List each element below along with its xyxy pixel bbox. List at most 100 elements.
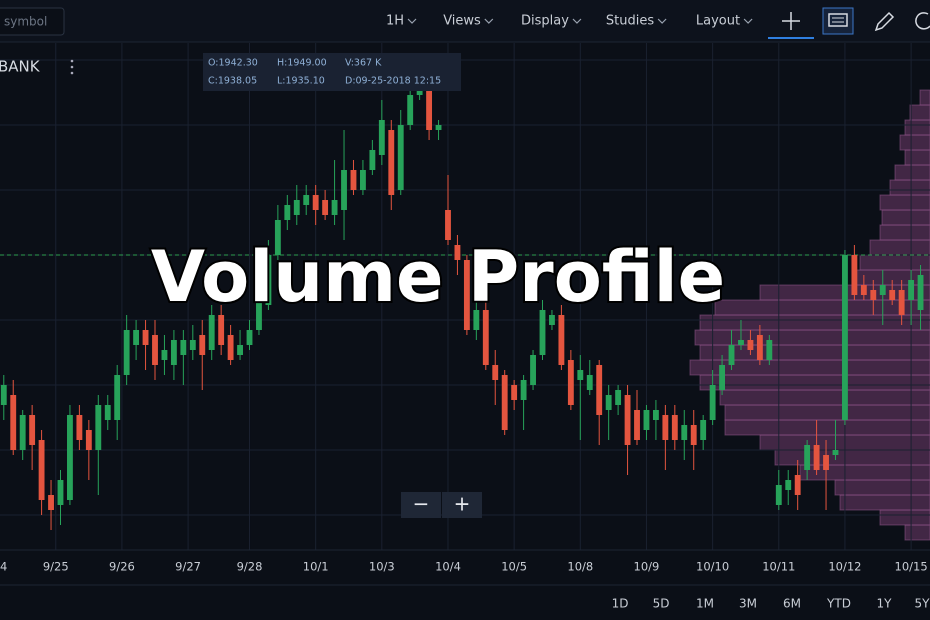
profile-bar [694,329,930,346]
candle-body [908,280,915,300]
menus: 1H Views Display Studies Layout [386,14,753,29]
zoom-in[interactable] [442,492,482,518]
candle-body [104,405,111,420]
menu-chevron [743,18,753,24]
quote-low: L:1935.10 [277,76,325,87]
menu-chevron [657,18,667,24]
candle-body [388,130,395,195]
quote-date: D:09-25-2018 12:15 [345,76,441,87]
range-button[interactable]: 1M [696,597,714,611]
candle-body [67,415,73,500]
candle-body [842,255,848,420]
candle-body [898,290,905,315]
candle-body [823,455,829,470]
crosshair-button[interactable] [768,12,814,39]
candle-body [832,450,839,455]
refresh-icon[interactable] [915,12,930,30]
candle-body [652,410,659,420]
zoom-out[interactable] [401,492,441,518]
menu-item[interactable]: Studies [606,14,654,29]
x-tick-label: 10/3 [369,560,395,574]
profile-bar [774,449,930,466]
profile-bar [899,134,930,151]
range-button[interactable]: 5Y [915,597,930,611]
toolbar-bg [0,0,930,42]
range-button[interactable]: 5D [653,597,670,611]
candle-body [10,395,17,450]
pencil-icon[interactable] [874,11,895,32]
range-button[interactable]: 6M [783,597,801,611]
candle-body [246,330,253,345]
candle-body [199,335,206,355]
profile-bar [904,119,930,136]
range-button[interactable]: 1D [612,597,629,611]
symbol-input[interactable] [0,7,65,36]
range-button[interactable]: 1Y [877,597,893,611]
profile-bar [699,344,930,361]
x-tick-label: 9/25 [43,560,69,574]
profile-bar [919,89,930,106]
candle-body [558,315,565,365]
candle-body [690,425,697,445]
profile-bar [689,359,930,376]
x-tick-label: 10/1 [303,560,329,574]
x-tick-label: 10/15 [895,560,928,574]
profile-bar [879,509,930,526]
range-buttons: 1D 5D 1M 3M 6M YTD 1Y 5Y [612,597,930,611]
profile-bar [699,314,930,331]
candle-body [747,340,754,350]
candle-body [775,485,782,505]
candle-body [738,340,744,345]
candle-body [520,380,527,400]
candle-body [634,410,640,440]
menu-item[interactable]: Layout [696,14,740,29]
comment-button[interactable] [822,7,854,35]
candle-body [114,375,121,420]
profile-bar [879,224,930,241]
candle-body [813,445,820,470]
candle-body [416,90,423,95]
menu-item[interactable]: Views [443,14,481,29]
menu-item[interactable]: 1H [386,14,404,29]
candle-body [463,260,470,330]
candle-body [76,415,83,440]
candle-body [369,150,376,170]
candle-body [917,275,924,310]
candle-body [482,310,489,365]
candle-body [709,385,716,420]
candle-body [605,395,612,410]
candle-body [322,200,329,215]
candle-body [577,370,584,380]
candle-body [662,415,669,440]
profile-bar [894,164,930,181]
candle-body [596,365,603,415]
menu-chevron [407,18,417,24]
candle-body [756,335,763,360]
range-button[interactable]: YTD [826,597,851,611]
candle-body [785,480,792,490]
candle-body [643,410,650,430]
x-tick-label: 10/10 [696,560,729,574]
profile-bar [889,179,930,196]
candle-body [728,345,735,365]
candle-body [152,335,158,365]
x-tick-label: 4 [0,560,7,574]
candle-body [397,125,404,190]
candle-body [426,90,433,130]
candle-body [870,290,877,300]
candle-body [265,255,272,305]
candle-body [586,375,593,390]
x-tick-label: 10/5 [501,560,527,574]
candle-body [29,415,36,445]
candle-body [435,125,442,130]
candle-body [284,205,291,220]
menu-item[interactable]: Display [521,14,569,29]
zoom-in-label: + [454,492,471,516]
range-button[interactable]: 3M [739,597,757,611]
candle-body [879,285,886,295]
profile-bar [881,209,930,226]
candle-body [359,170,366,190]
candle-body [615,390,622,405]
